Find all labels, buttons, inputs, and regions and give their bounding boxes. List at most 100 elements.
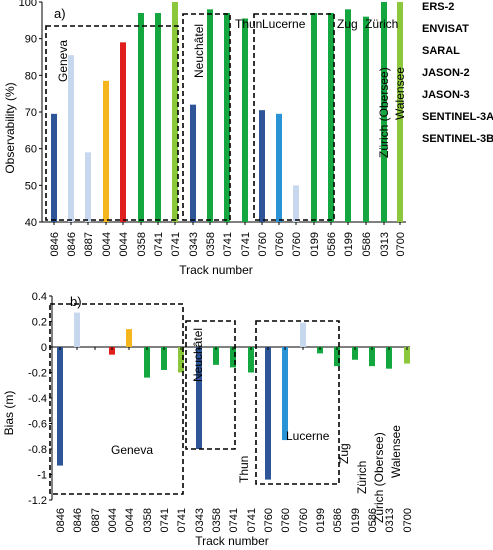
x-tick-label: 0343 [188, 232, 200, 256]
legend-item-envisat: ENVISAT [422, 23, 469, 35]
x-tick-label: 0760 [280, 508, 292, 532]
lake-label: Neuchâtel [192, 24, 206, 78]
x-tick-label: 0313 [384, 508, 396, 532]
bar [386, 347, 392, 369]
x-tick-label: 0199 [309, 232, 321, 256]
legend-item-ers-2: ERS-2 [422, 1, 454, 13]
bar [109, 347, 115, 355]
bar [172, 2, 178, 222]
bar [144, 347, 150, 378]
x-tick-label: 0358 [136, 232, 148, 256]
lake-label: Geneva [56, 40, 70, 82]
x-tick-label: 0586 [326, 232, 338, 256]
lake-label: Zürich [365, 17, 398, 31]
x-tick-label: 0199 [350, 508, 362, 532]
lucerne-box [255, 320, 340, 485]
x-tick-label: 0741 [246, 508, 258, 532]
y-tick-label: 40 [25, 217, 37, 229]
lake-label: Walensee [389, 425, 403, 478]
bar [328, 13, 334, 222]
y-tick-label: 0.4 [32, 291, 47, 303]
lake-label: Zürich [355, 461, 369, 494]
bar [363, 16, 369, 222]
x-tick-label: 0358 [142, 508, 154, 532]
bar [120, 42, 126, 223]
bar [126, 329, 132, 347]
x-tick-label: 0358 [205, 232, 217, 256]
lucerne-box [253, 13, 335, 221]
legend: ERS-2 ENVISAT SARAL JASON-2 JASON-3 SENTINEL-… [422, 1, 493, 145]
lake-label: Zug [337, 443, 351, 464]
bar [85, 152, 91, 222]
x-tick-label: 0044 [101, 232, 113, 256]
y-tick-label: 90 [25, 34, 37, 46]
x-tick-label: 0700 [395, 232, 407, 256]
x-tick-label: 0199 [343, 232, 355, 256]
y-tick-label: 0 [41, 342, 47, 354]
bar [248, 347, 254, 373]
lake-label: Lucerne [262, 17, 306, 31]
x-tick-label: 0741 [159, 508, 171, 532]
lake-label: Geneva [111, 443, 153, 457]
y-tick-label: -0.2 [28, 368, 47, 380]
bar [57, 347, 63, 466]
x-tick-label: 0760 [257, 232, 269, 256]
bar [352, 347, 358, 360]
bar [282, 347, 288, 441]
x-tick-label: 0741 [176, 508, 188, 532]
panel-b-xlabel: Track number [195, 534, 269, 548]
x-tick-label: 0358 [211, 508, 223, 532]
y-tick-label: 50 [25, 180, 37, 192]
bar [404, 347, 410, 364]
geneva-box [45, 25, 179, 221]
y-tick-label: 70 [25, 107, 37, 119]
panel-b-ylabel: Bias (m) [2, 391, 16, 436]
x-tick-label: 0741 [228, 508, 240, 532]
bar [224, 13, 230, 222]
panel-a-label: a) [54, 6, 66, 21]
bar [259, 110, 265, 222]
x-tick-label: 0741 [153, 232, 165, 256]
y-tick-label: 80 [25, 70, 37, 82]
y-tick-label: 0.2 [32, 317, 47, 329]
x-tick-label: 0199 [315, 508, 327, 532]
lake-label: Walensee [393, 67, 407, 120]
x-tick-label: 0586 [332, 508, 344, 532]
x-tick-label: 0700 [402, 508, 414, 532]
x-tick-label: 0846 [66, 232, 78, 256]
neuchatel-box [182, 13, 231, 221]
legend-item-saral: SARAL [422, 45, 460, 57]
x-tick-label: 0044 [118, 232, 130, 256]
bar [381, 2, 387, 222]
panel-a-ylabel: Observability (%) [3, 82, 17, 173]
x-tick-label: 0586 [361, 232, 373, 256]
x-tick-label: 0760 [263, 508, 275, 532]
legend-item-sentinel-3a: SENTINEL-3A [422, 111, 493, 123]
neuchatel-box [185, 320, 236, 450]
x-tick-label: 0741 [170, 232, 182, 256]
bar [103, 80, 109, 222]
lake-label: Zürich (Obersee) [372, 432, 386, 523]
bar [155, 13, 161, 222]
bar [190, 104, 196, 222]
bar [178, 347, 184, 373]
x-tick-label: 0044 [107, 508, 119, 532]
bar [369, 347, 375, 367]
x-tick-label: 0846 [49, 232, 61, 256]
panel-b-label: b) [70, 294, 82, 309]
bar [317, 347, 323, 354]
x-tick-label: 0760 [274, 232, 286, 256]
x-tick-label: 0846 [55, 508, 67, 532]
y-tick-label: -0.6 [28, 419, 47, 431]
bar [345, 9, 351, 223]
x-tick-label: 0741 [240, 232, 252, 256]
x-tick-label: 0741 [222, 232, 234, 256]
bar [68, 55, 74, 222]
geneva-box [49, 303, 184, 495]
x-tick-label: 0887 [83, 232, 95, 256]
lake-label: Zug [337, 17, 358, 31]
panel-b: b) Bias (m) Track number -1.2 -1 -0.8 -0.6 -… [2, 291, 414, 548]
lake-label: Neuchâtel [191, 328, 205, 382]
bar [196, 347, 202, 449]
lake-label: Thun [237, 456, 251, 483]
